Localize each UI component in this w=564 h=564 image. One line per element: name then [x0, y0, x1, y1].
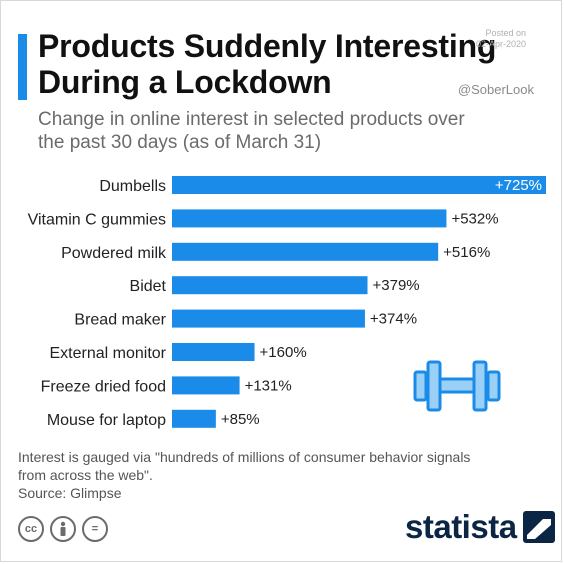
bar	[172, 376, 240, 395]
value-label: +131%	[245, 377, 292, 394]
value-label: +532%	[451, 210, 498, 227]
statista-logo[interactable]: statista	[405, 508, 555, 546]
bar-chart: Dumbells +725% Vitamin C gummies +532% Powde…	[28, 176, 546, 429]
chart-title: Products Suddenly Interesting During a L…	[38, 28, 497, 100]
source-note: Source: Glimpse	[18, 485, 122, 501]
no-derivatives-icon[interactable]: =	[82, 516, 108, 542]
bar	[172, 343, 255, 361]
category-label: External monitor	[50, 345, 167, 362]
footnote: Interest is gauged via "hundreds of mill…	[18, 449, 471, 483]
cc-icon[interactable]: cc	[18, 516, 44, 542]
title-accent-bar	[18, 34, 27, 100]
category-label: Powdered milk	[61, 245, 167, 262]
category-label: Dumbells	[99, 178, 166, 195]
bar	[172, 209, 447, 228]
bar	[172, 409, 216, 428]
value-label: +85%	[221, 411, 260, 428]
value-label: +379%	[373, 277, 420, 294]
license-icons: cc =	[18, 516, 108, 542]
bar	[172, 276, 368, 295]
brand-name: statista	[405, 508, 517, 545]
category-label: Bidet	[130, 278, 167, 295]
dumbbell-icon	[413, 360, 501, 412]
value-label: +725%	[495, 177, 542, 194]
bar	[172, 242, 439, 261]
attribution-icon[interactable]	[50, 516, 76, 542]
twitter-handle: @SoberLook	[457, 82, 534, 97]
bar	[172, 309, 365, 328]
posted-date: Posted on 02-Apr-2020	[475, 28, 526, 49]
bar	[172, 176, 546, 194]
category-label: Bread maker	[74, 312, 166, 329]
category-label: Freeze dried food	[41, 378, 166, 395]
statista-mark-icon	[522, 511, 555, 543]
category-label: Mouse for laptop	[47, 412, 166, 429]
chart-subtitle: Change in online interest in selected pr…	[38, 109, 465, 153]
category-label: Vitamin C gummies	[28, 211, 166, 228]
value-label: +516%	[443, 244, 490, 261]
value-label: +160%	[260, 344, 307, 361]
value-label: +374%	[370, 311, 417, 328]
